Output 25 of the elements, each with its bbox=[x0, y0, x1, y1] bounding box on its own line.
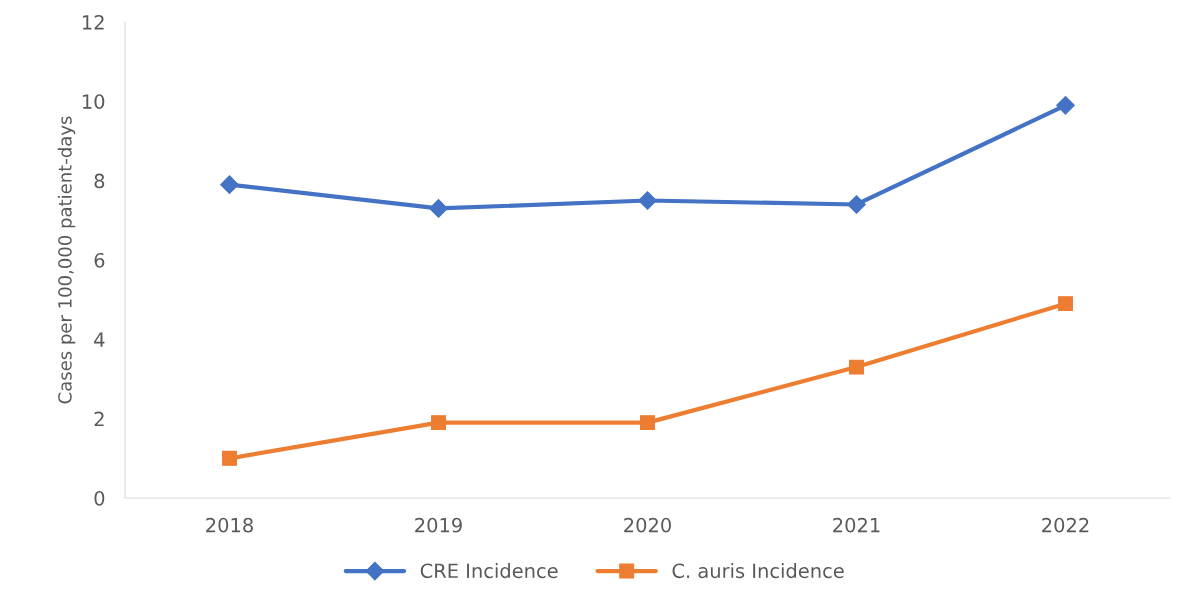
y-tick-label: 8 bbox=[94, 173, 105, 189]
y-tick-label: 10 bbox=[82, 94, 105, 109]
x-tick-label: 2020 bbox=[624, 517, 671, 533]
y-tick-label: 0 bbox=[94, 490, 105, 506]
point bbox=[849, 359, 864, 375]
point bbox=[847, 195, 866, 214]
x-tick-label: 2021 bbox=[833, 517, 880, 533]
x-tick-label: 2018 bbox=[206, 517, 253, 533]
x-tick-label: 2019 bbox=[415, 517, 462, 533]
y-tick-label: 4 bbox=[94, 332, 105, 347]
point bbox=[220, 175, 239, 194]
y-axis-title: Cases per 100,000 patient-days bbox=[57, 116, 76, 404]
y-tick-label: 12 bbox=[82, 14, 104, 30]
point bbox=[640, 415, 655, 431]
point bbox=[1058, 296, 1073, 312]
legend-label: CRE Incidence bbox=[420, 563, 558, 579]
legend-label: C. auris Incidence bbox=[672, 563, 844, 579]
point bbox=[638, 191, 657, 210]
point bbox=[1056, 95, 1075, 115]
y-tick-label: 2 bbox=[94, 411, 104, 427]
x-tick-label: 2022 bbox=[1042, 517, 1089, 533]
y-tick-label: 6 bbox=[94, 252, 105, 268]
point bbox=[222, 450, 237, 466]
point bbox=[429, 199, 448, 218]
point bbox=[431, 415, 446, 431]
